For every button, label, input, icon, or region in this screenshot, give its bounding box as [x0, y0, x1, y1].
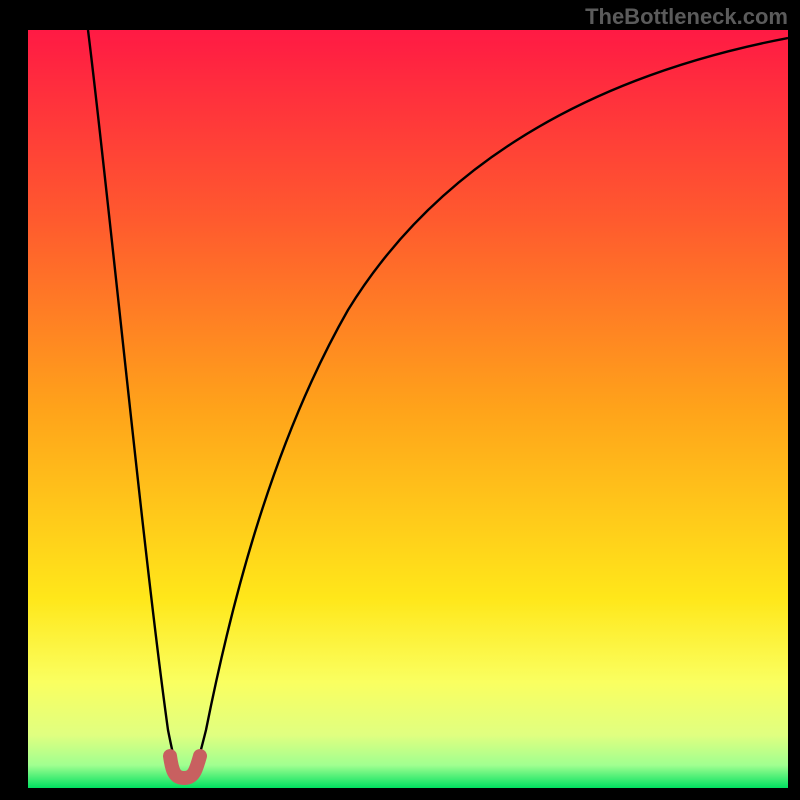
dip-marker: [170, 756, 200, 778]
plot-area: [28, 30, 788, 788]
bottleneck-curve: [88, 30, 788, 778]
watermark-text: TheBottleneck.com: [585, 4, 788, 30]
chart-frame: TheBottleneck.com: [0, 0, 800, 800]
curve-layer: [28, 30, 788, 788]
